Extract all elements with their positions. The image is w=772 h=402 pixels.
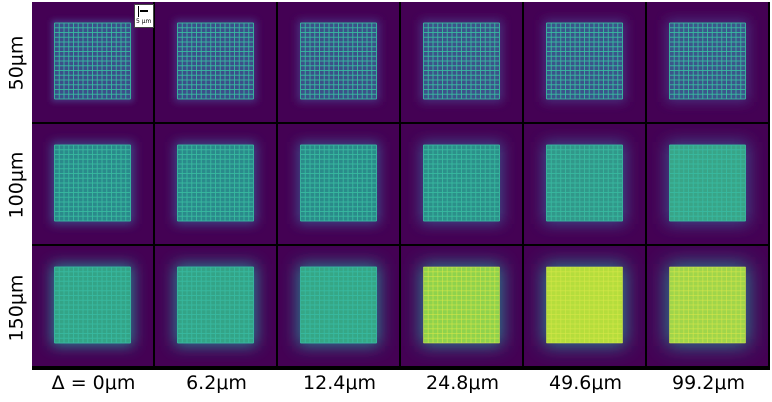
image-panel: [155, 246, 276, 366]
row-label-text: 150μm: [5, 274, 27, 342]
row-label-50: 50μm: [0, 2, 32, 124]
image-panel: [278, 124, 399, 244]
column-label-4: 49.6μm: [549, 372, 622, 394]
image-panel: [647, 246, 768, 366]
image-panel: [401, 124, 522, 244]
image-panel: [647, 2, 768, 122]
image-panel: [32, 246, 153, 366]
image-panel: [524, 246, 645, 366]
image-panel: [278, 2, 399, 122]
column-label-2: 12.4μm: [303, 372, 376, 394]
row-label-text: 50μm: [5, 35, 27, 91]
image-panel: [401, 2, 522, 122]
scale-bar-label: 5 μm: [136, 18, 152, 25]
image-panel: [524, 2, 645, 122]
column-label-3: 24.8μm: [426, 372, 499, 394]
image-panel: [647, 124, 768, 244]
image-grid: [32, 2, 770, 370]
image-panel: [401, 246, 522, 366]
image-panel: [155, 124, 276, 244]
image-panel: [155, 2, 276, 122]
image-panel: [32, 124, 153, 244]
image-panel: [32, 2, 153, 122]
row-label-150: 150μm: [0, 246, 32, 370]
scale-bar-tick: [138, 6, 139, 17]
scale-bar: 5 μm: [134, 4, 154, 28]
column-label-1: 6.2μm: [186, 372, 247, 394]
image-panel: [524, 124, 645, 244]
column-label-0: Δ = 0μm: [51, 372, 136, 394]
row-label-text: 100μm: [5, 151, 27, 219]
column-label-5: 99.2μm: [672, 372, 745, 394]
row-label-100: 100μm: [0, 124, 32, 246]
image-panel: [278, 246, 399, 366]
scale-bar-line: [140, 10, 148, 12]
